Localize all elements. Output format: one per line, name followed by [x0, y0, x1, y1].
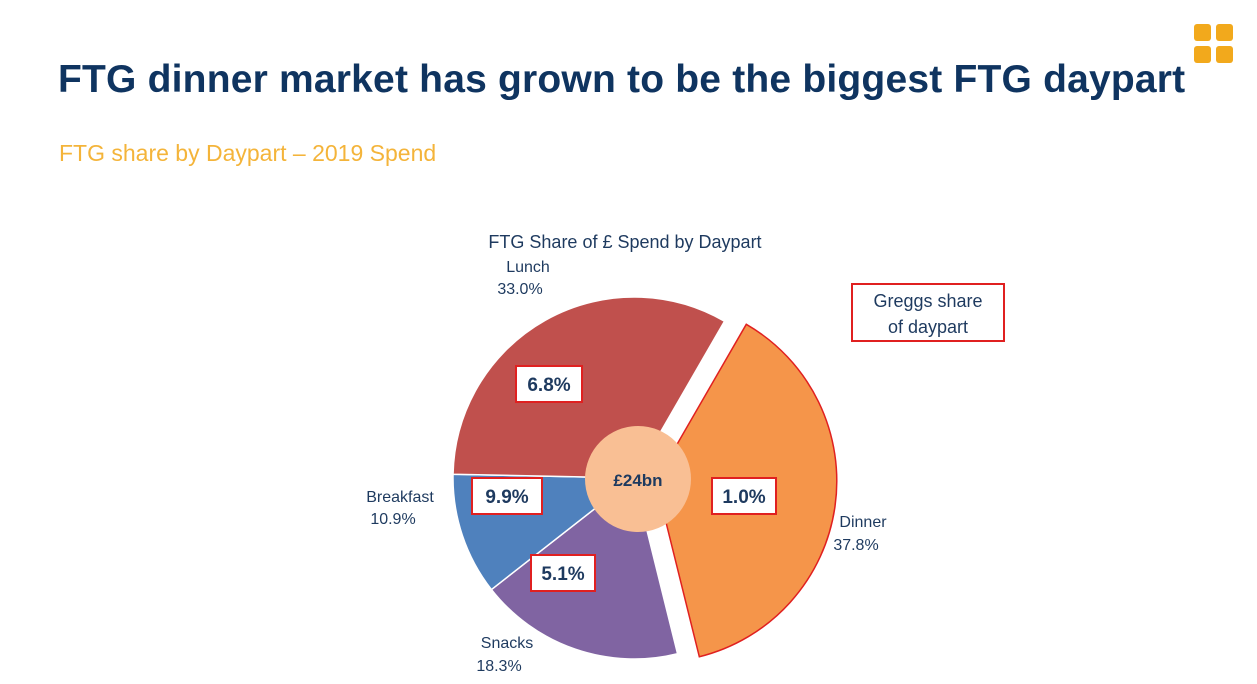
greggs-share-value-lunch: 6.8% [527, 375, 570, 396]
pie-center-circle [585, 426, 691, 532]
page-subtitle: FTG share by Daypart – 2019 Spend [59, 140, 437, 166]
slice-percent-lunch: 33.0% [497, 281, 542, 298]
slice-name-lunch: Lunch [506, 259, 550, 276]
slice-percent-snacks: 18.3% [476, 658, 521, 675]
slice-name-breakfast: Breakfast [366, 489, 434, 506]
greggs-share-value-snacks: 5.1% [541, 564, 584, 585]
greggs-share-value-breakfast: 9.9% [485, 487, 528, 508]
slice-percent-dinner: 37.8% [833, 537, 878, 554]
greggs-share-legend: Greggs share of daypart [851, 283, 1005, 342]
page-title: FTG dinner market has grown to be the bi… [58, 58, 1186, 101]
brand-logo [1194, 24, 1234, 64]
slice-name-snacks: Snacks [481, 635, 533, 652]
greggs-share-box-lunch [515, 365, 583, 403]
legend-line-1: Greggs share [873, 291, 983, 311]
greggs-share-box-snacks [530, 554, 596, 592]
chart-title: FTG Share of £ Spend by Daypart [488, 232, 761, 252]
pie-center-label: £24bn [613, 471, 662, 490]
greggs-share-box-breakfast [471, 477, 543, 515]
greggs-share-value-dinner: 1.0% [722, 487, 765, 508]
greggs-share-box-dinner [711, 477, 777, 515]
slice-percent-breakfast: 10.9% [370, 511, 415, 528]
legend-line-2: of daypart [887, 317, 969, 337]
slice-name-dinner: Dinner [839, 514, 887, 531]
